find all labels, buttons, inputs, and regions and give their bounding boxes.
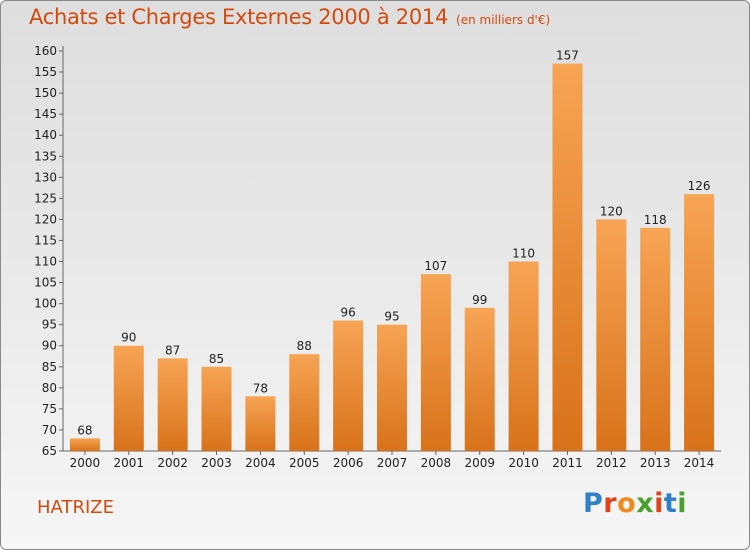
x-tick-label: 2013 <box>640 456 671 470</box>
bar-value-label: 90 <box>121 331 136 345</box>
city-name: HATRIZE <box>37 497 114 518</box>
bar <box>596 219 627 451</box>
y-tick-label: 95 <box>42 318 57 332</box>
bar-value-label: 68 <box>77 423 92 437</box>
y-tick-label: 155 <box>34 65 57 79</box>
x-tick-label: 2012 <box>596 456 627 470</box>
x-tick-label: 2001 <box>114 456 145 470</box>
y-tick-label: 75 <box>42 402 57 416</box>
chart-axes: 65 70 75 80 85 90 95 100 105 110 115 120 125 130 135 14… <box>34 44 721 470</box>
y-tick-label: 140 <box>34 128 57 142</box>
x-tick-label: 2009 <box>464 456 495 470</box>
chart-title: Achats et Charges Externes 2000 à 2014 (e… <box>29 5 550 29</box>
y-tick-label: 160 <box>34 44 57 58</box>
bar-value-label: 95 <box>384 310 399 324</box>
y-tick-label: 100 <box>34 297 57 311</box>
bar <box>464 307 495 451</box>
x-tick-label: 2008 <box>421 456 452 470</box>
bar <box>201 366 232 451</box>
bar-value-label: 157 <box>556 49 579 63</box>
bar <box>69 438 100 451</box>
chart-title-text: Achats et Charges Externes 2000 à 2014 <box>29 5 449 29</box>
bar <box>289 354 320 451</box>
y-tick-label: 120 <box>34 212 57 226</box>
x-tick-label: 2005 <box>289 456 320 470</box>
proxiti-logo: Proxiti <box>583 488 687 519</box>
bar <box>377 324 407 451</box>
y-tick-label: 70 <box>42 423 57 437</box>
x-tick-label: 2014 <box>684 456 715 470</box>
logo-letter: i <box>677 488 688 519</box>
x-tick-label: 2011 <box>552 456 583 470</box>
bar <box>684 194 715 451</box>
logo-letter: r <box>603 488 618 519</box>
bar-value-label: 118 <box>644 213 667 227</box>
y-tick-label: 130 <box>34 170 57 184</box>
chart-bars <box>69 63 715 451</box>
bar <box>420 274 451 451</box>
x-tick-label: 2007 <box>377 456 408 470</box>
y-tick-label: 135 <box>34 149 57 163</box>
bar-value-label: 107 <box>424 259 447 273</box>
bar <box>508 261 539 451</box>
bar-value-label: 99 <box>472 293 487 307</box>
y-tick-label: 115 <box>34 233 57 247</box>
bar <box>640 227 671 451</box>
bar <box>157 358 188 451</box>
y-tick-label: 105 <box>34 276 57 290</box>
bar <box>333 320 364 451</box>
bar <box>552 63 583 451</box>
logo-letter: t <box>663 488 678 519</box>
y-tick-label: 125 <box>34 191 57 205</box>
y-tick-label: 65 <box>42 444 57 458</box>
bar-value-label: 96 <box>340 305 355 319</box>
x-tick-label: 2000 <box>70 456 101 470</box>
y-tick-label: 90 <box>42 339 57 353</box>
x-tick-label: 2010 <box>508 456 539 470</box>
bar-value-label: 126 <box>688 179 711 193</box>
y-tick-label: 145 <box>34 107 57 121</box>
bar <box>113 345 144 451</box>
chart-value-labels: 68 90 87 85 78 88 96 95 107 99 110 157 120 118 126 <box>77 49 710 438</box>
y-tick-label: 110 <box>34 255 57 269</box>
logo-letter: o <box>617 488 637 519</box>
x-tick-label: 2002 <box>157 456 188 470</box>
x-tick-label: 2004 <box>245 456 276 470</box>
logo-letter: P <box>583 488 604 519</box>
logo-letter: x <box>636 488 655 519</box>
bar-value-label: 78 <box>253 381 268 395</box>
bar-value-label: 85 <box>209 352 224 366</box>
bar-value-label: 88 <box>297 339 312 353</box>
bar-value-label: 87 <box>165 343 180 357</box>
bar <box>245 396 276 451</box>
y-tick-label: 85 <box>42 360 57 374</box>
x-tick-label: 2003 <box>201 456 232 470</box>
x-tick-label: 2006 <box>333 456 364 470</box>
logo-letter: i <box>654 488 664 519</box>
bar-value-label: 120 <box>600 204 623 218</box>
chart-subtitle: (en milliers d'€) <box>456 13 551 27</box>
y-tick-label: 80 <box>42 381 57 395</box>
y-tick-label: 150 <box>34 86 57 100</box>
bar-value-label: 110 <box>512 247 535 261</box>
